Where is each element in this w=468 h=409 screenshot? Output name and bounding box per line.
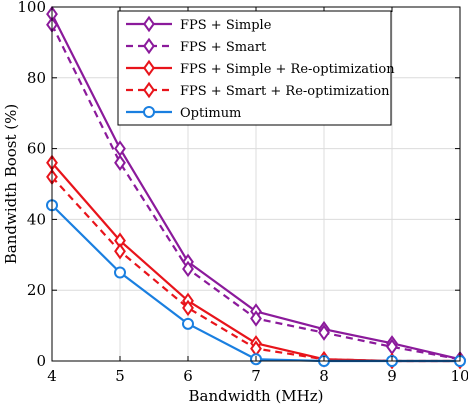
legend-marker: [143, 81, 155, 99]
legend-marker: [143, 37, 155, 55]
legend-marker: [143, 15, 155, 33]
y-tick-label: 20: [27, 281, 46, 299]
legend-marker: [143, 106, 155, 118]
legend-label: Optimum: [180, 106, 241, 121]
y-axis-ticks: 0 20 40 60 80 100: [17, 0, 460, 370]
legend-label: FPS + Smart + Re-optimization: [180, 84, 390, 99]
y-tick-label: 60: [27, 140, 46, 158]
data-point: [182, 260, 194, 278]
x-tick-label: 10: [450, 367, 468, 385]
legend: FPS + Simple FPS + Smart FPS + Simple + Re…: [117, 10, 395, 126]
x-tick-label: 8: [319, 367, 329, 385]
data-point: [114, 154, 126, 171]
y-axis-title: Bandwidth Boost (%): [2, 104, 20, 264]
x-tick-label: 9: [387, 367, 397, 385]
data-point: [182, 317, 194, 330]
x-tick-label: 7: [251, 367, 261, 385]
y-tick-label: 80: [27, 69, 46, 87]
data-point: [182, 299, 194, 317]
y-tick-label: 100: [17, 0, 46, 16]
legend-label: FPS + Smart: [180, 40, 267, 55]
legend-marker: [143, 59, 155, 77]
y-tick-label: 40: [27, 210, 46, 228]
y-tick-label: 0: [36, 352, 46, 370]
x-tick-label: 5: [115, 367, 125, 385]
data-point: [114, 243, 126, 260]
data-point: [250, 310, 262, 327]
x-axis-title: Bandwidth (MHz): [189, 387, 324, 405]
x-tick-label: 4: [47, 367, 57, 385]
x-axis-ticks: 4 5 6 7 8 9 10: [47, 7, 468, 385]
legend-label: FPS + Simple: [180, 18, 272, 33]
legend-label: FPS + Simple + Re-optimization: [180, 62, 395, 77]
data-point: [114, 266, 126, 279]
x-tick-label: 6: [183, 367, 193, 385]
data-point: [318, 324, 330, 341]
